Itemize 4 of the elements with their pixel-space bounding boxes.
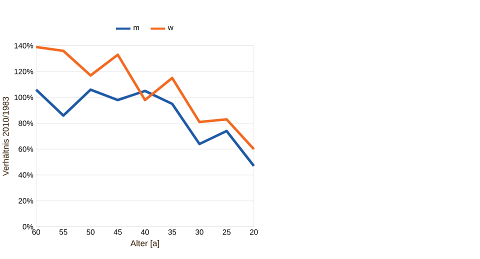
line-series (34, 88, 256, 168)
line-series (34, 46, 256, 151)
y-axis-title: Verhältnis 2010/1983 (2, 97, 9, 176)
x-axis-title: Alter [a] (130, 240, 159, 248)
